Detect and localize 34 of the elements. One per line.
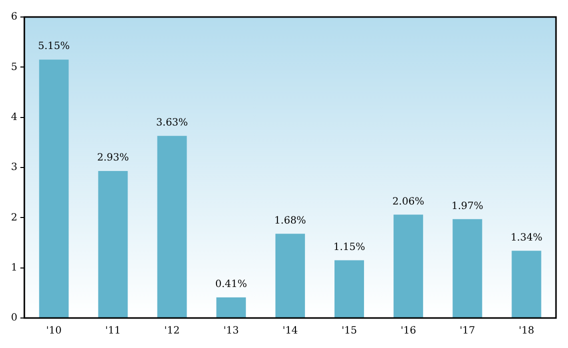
x-tick-label: '11 — [105, 326, 121, 337]
x-tick-label: '14 — [282, 326, 298, 337]
bar — [216, 297, 246, 318]
bar — [394, 214, 424, 318]
y-tick-label: 5 — [10, 62, 18, 73]
y-tick-label: 6 — [10, 12, 18, 23]
y-tick-label: 3 — [10, 162, 18, 174]
data-label: 1.68% — [274, 215, 306, 226]
bar — [39, 60, 69, 318]
data-label: 2.93% — [97, 152, 129, 164]
x-tick-label: '17 — [460, 326, 476, 337]
x-tick-label: '18 — [518, 326, 534, 337]
bar — [452, 219, 482, 318]
bar — [157, 136, 187, 318]
y-tick-label: 4 — [10, 112, 18, 123]
y-tick-label: 0 — [10, 312, 18, 324]
y-tick-label: 2 — [10, 212, 18, 224]
bar — [512, 250, 542, 318]
y-tick-label: 1 — [10, 262, 18, 274]
data-label: 1.34% — [510, 232, 542, 244]
data-label: 5.15% — [38, 41, 70, 52]
x-tick-label: '12 — [164, 326, 180, 337]
data-label: 3.63% — [156, 117, 188, 128]
bar — [275, 234, 305, 318]
bar — [98, 171, 128, 318]
x-tick-label: '13 — [223, 326, 239, 337]
x-tick-label: '16 — [400, 326, 416, 337]
bar — [334, 260, 364, 318]
x-tick-label: '15 — [342, 326, 357, 337]
data-label: 1.15% — [333, 242, 366, 253]
data-label: 2.06% — [392, 196, 424, 208]
x-tick-label: '10 — [46, 326, 62, 337]
data-label: 1.97% — [452, 200, 484, 212]
data-label: 0.41% — [215, 279, 247, 290]
